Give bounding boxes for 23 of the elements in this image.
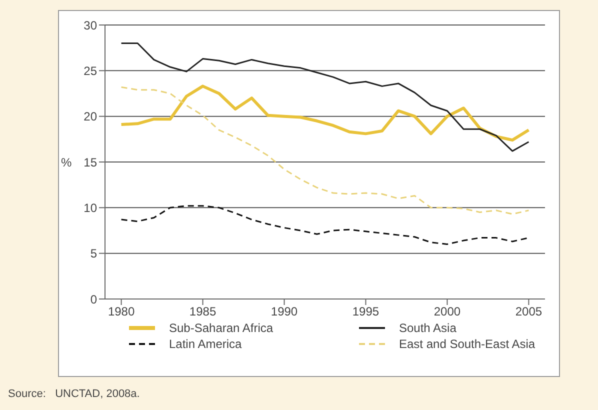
y-tick-label: 25 bbox=[84, 64, 98, 78]
y-tick-label: 0 bbox=[90, 292, 98, 306]
x-tick-label: 1985 bbox=[189, 304, 216, 319]
y-axis-title: % bbox=[61, 155, 72, 170]
line-series bbox=[120, 84, 530, 142]
y-tick-label: 15 bbox=[84, 155, 98, 170]
y-tick-label: 10 bbox=[84, 200, 98, 215]
x-tick-label: 1990 bbox=[270, 304, 298, 319]
line-series bbox=[120, 42, 530, 152]
x-tick-label: 2000 bbox=[434, 304, 461, 319]
y-tick-label: 5 bbox=[90, 246, 98, 261]
line-series bbox=[120, 86, 530, 215]
legend-label: South Asia bbox=[399, 321, 456, 335]
y-tick-label: 30 bbox=[84, 18, 98, 32]
x-tick-label: 2005 bbox=[515, 304, 542, 319]
line-series bbox=[120, 205, 530, 245]
y-tick-label: 20 bbox=[84, 110, 98, 124]
legend-label: Latin America bbox=[169, 337, 242, 351]
source-note: Source: UNCTAD, 2008a. bbox=[8, 388, 140, 400]
legend-label: Sub-Saharan Africa bbox=[169, 321, 274, 335]
legend-label: East and South-East Asia bbox=[399, 337, 536, 351]
x-tick-label: 1980 bbox=[108, 304, 135, 319]
x-tick-label: 1995 bbox=[352, 304, 380, 319]
